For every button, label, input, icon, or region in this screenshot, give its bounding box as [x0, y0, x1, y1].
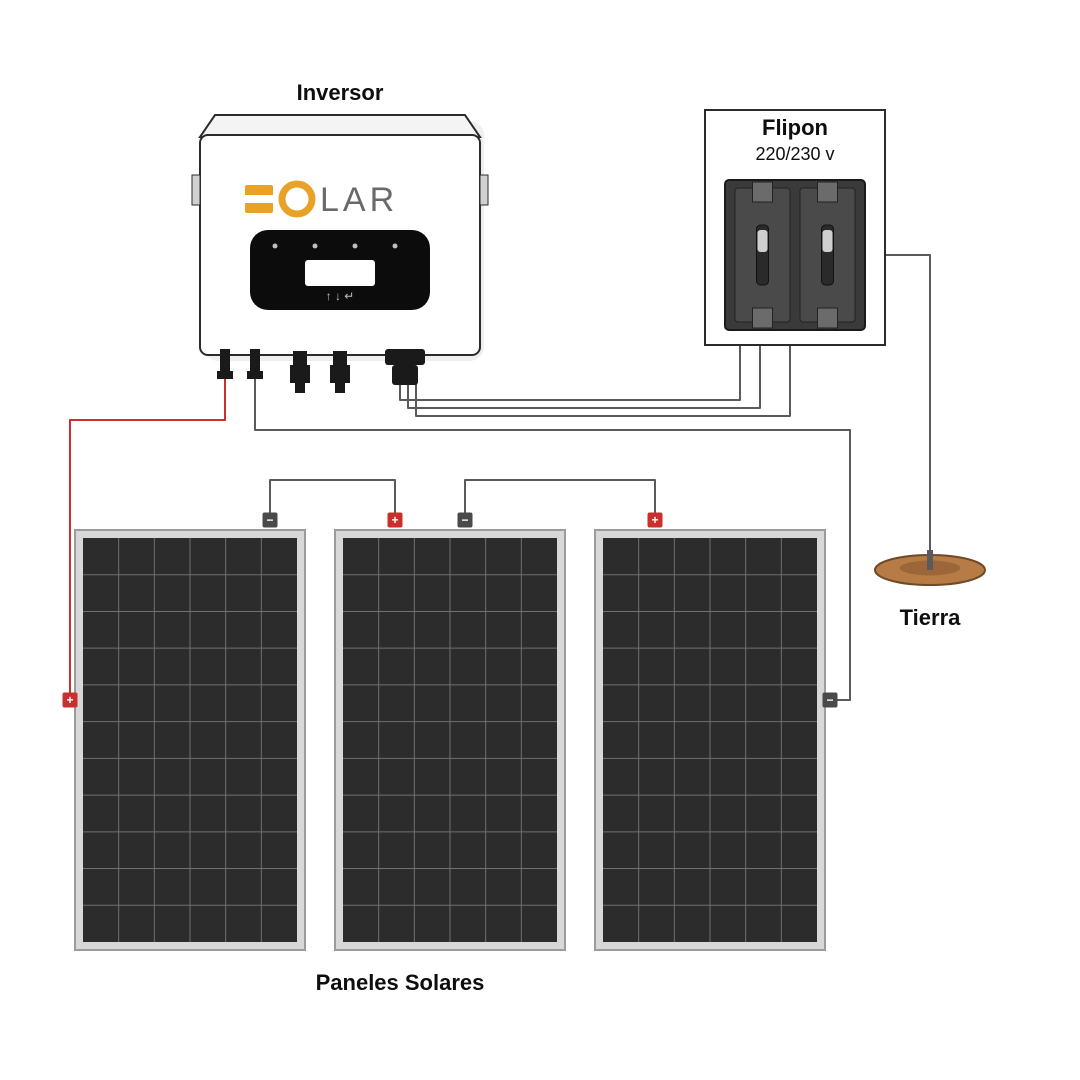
label-inverter: Inversor — [297, 80, 384, 105]
solar-panel-3 — [595, 530, 825, 950]
inverter: LAR ↑ ↓ ↵ — [192, 115, 488, 393]
terminal-string-pos: + — [63, 693, 78, 708]
svg-text:+: + — [651, 513, 658, 527]
svg-text:LAR: LAR — [320, 181, 398, 219]
label-tierra: Tierra — [900, 605, 962, 630]
terminal-p2-pos: + — [388, 513, 403, 528]
svg-text:−: − — [826, 693, 833, 707]
svg-text:−: − — [266, 513, 273, 527]
solar-panel-1 — [75, 530, 305, 950]
terminal-p2-neg: − — [458, 513, 473, 528]
svg-text:+: + — [66, 693, 73, 707]
svg-text:+: + — [391, 513, 398, 527]
terminal-p1-neg: − — [263, 513, 278, 528]
label-panels: Paneles Solares — [316, 970, 485, 995]
terminal-p3-pos: + — [648, 513, 663, 528]
label-flipon: Flipon — [762, 115, 828, 140]
solar-panel-2 — [335, 530, 565, 950]
svg-text:↑ ↓ ↵: ↑ ↓ ↵ — [326, 289, 355, 303]
svg-text:−: − — [461, 513, 468, 527]
terminal-string-neg: − — [823, 693, 838, 708]
label-flipon-sub: 220/230 v — [755, 144, 834, 164]
